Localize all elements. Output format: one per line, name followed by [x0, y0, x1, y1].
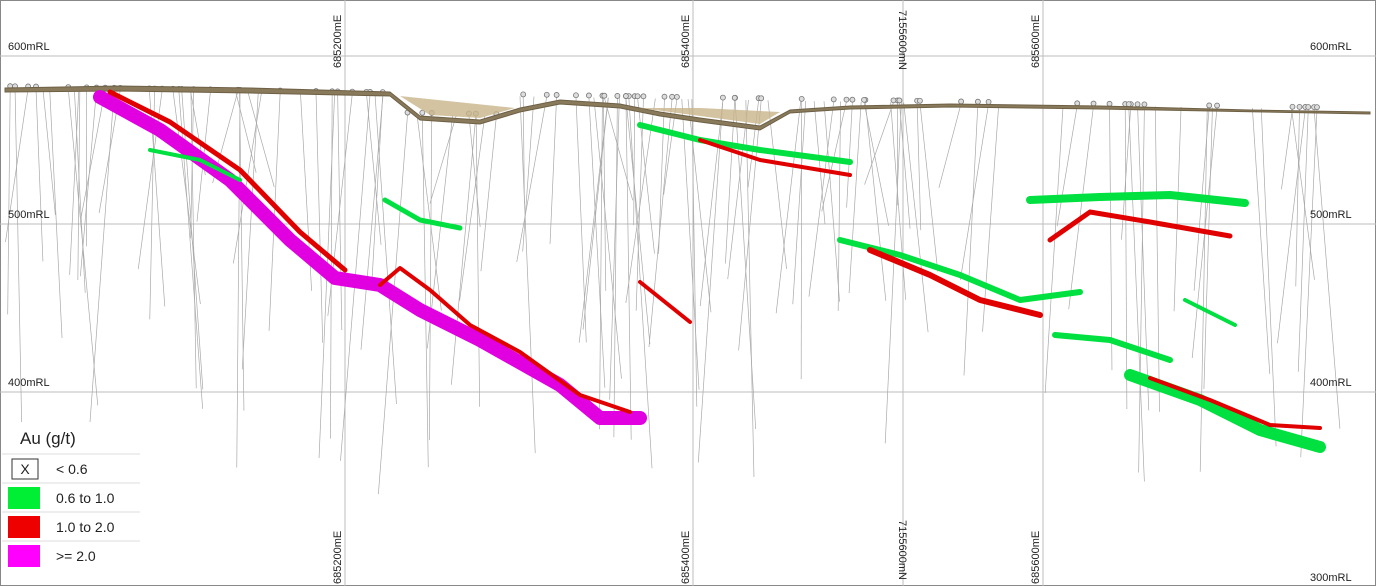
collar — [602, 93, 607, 98]
level-label: 600mRL — [1310, 41, 1352, 53]
easting-label: 685200mE — [332, 531, 344, 584]
level-label: 400mRL — [8, 377, 50, 389]
section-view: 600mRL 600mRL 500mRL 500mRL 400mRL 400mR… — [0, 0, 1376, 586]
collar — [959, 99, 964, 104]
collar — [1075, 101, 1080, 106]
level-label: 600mRL — [8, 41, 50, 53]
collar — [1142, 102, 1147, 107]
easting-label: 685600mE — [1030, 15, 1042, 68]
collar — [1126, 102, 1131, 107]
collar — [917, 98, 922, 103]
legend-swatch-text: X — [20, 461, 30, 477]
collar — [1215, 103, 1220, 108]
collar — [670, 94, 675, 99]
collar — [759, 96, 764, 101]
level-label: 500mRL — [1310, 209, 1352, 221]
collar — [662, 94, 667, 99]
collar — [799, 96, 804, 101]
level-label: 400mRL — [1310, 377, 1352, 389]
collar — [831, 97, 836, 102]
collar — [975, 99, 980, 104]
legend: Au (g/t) X < 0.6 0.6 to 1.0 1.0 to 2.0 >= 2.… — [2, 422, 140, 584]
collar — [544, 92, 549, 97]
collar — [1135, 102, 1140, 107]
collar — [1290, 104, 1295, 109]
collar — [615, 93, 620, 98]
collar — [897, 98, 902, 103]
collar — [1314, 105, 1319, 110]
easting-label: 685600mE — [1030, 531, 1042, 584]
collar — [573, 93, 578, 98]
collar — [1297, 104, 1302, 109]
collar — [623, 94, 628, 99]
legend-swatch — [8, 516, 40, 538]
northing-label: 7155600mN — [896, 520, 908, 580]
collar — [1207, 103, 1212, 108]
cross-section: 600mRL 600mRL 500mRL 500mRL 400mRL 400mR… — [0, 0, 1376, 586]
level-label: 500mRL — [8, 209, 50, 221]
level-label: 300mRL — [1310, 572, 1352, 584]
legend-label: 0.6 to 1.0 — [56, 490, 115, 506]
collar — [844, 97, 849, 102]
collar — [1107, 101, 1112, 106]
collar — [586, 93, 591, 98]
legend-title: Au (g/t) — [20, 429, 76, 448]
collar — [720, 95, 725, 100]
collar — [1306, 105, 1311, 110]
easting-label: 685200mE — [332, 15, 344, 68]
legend-swatch — [8, 487, 40, 509]
collar — [635, 94, 640, 99]
collar — [862, 97, 867, 102]
collar — [521, 92, 526, 97]
easting-label: 685400mE — [680, 531, 692, 584]
northing-label: 7155600mN — [896, 10, 908, 70]
easting-label: 685400mE — [680, 15, 692, 68]
collar — [554, 92, 559, 97]
collar — [891, 98, 896, 103]
legend-label: >= 2.0 — [56, 548, 96, 564]
legend-label: 1.0 to 2.0 — [56, 519, 115, 535]
collar — [732, 95, 737, 100]
collar — [674, 94, 679, 99]
collar — [850, 97, 855, 102]
collar — [641, 94, 646, 99]
collar — [986, 99, 991, 104]
legend-swatch — [8, 545, 40, 567]
legend-label: < 0.6 — [56, 461, 88, 477]
collar — [1091, 101, 1096, 106]
